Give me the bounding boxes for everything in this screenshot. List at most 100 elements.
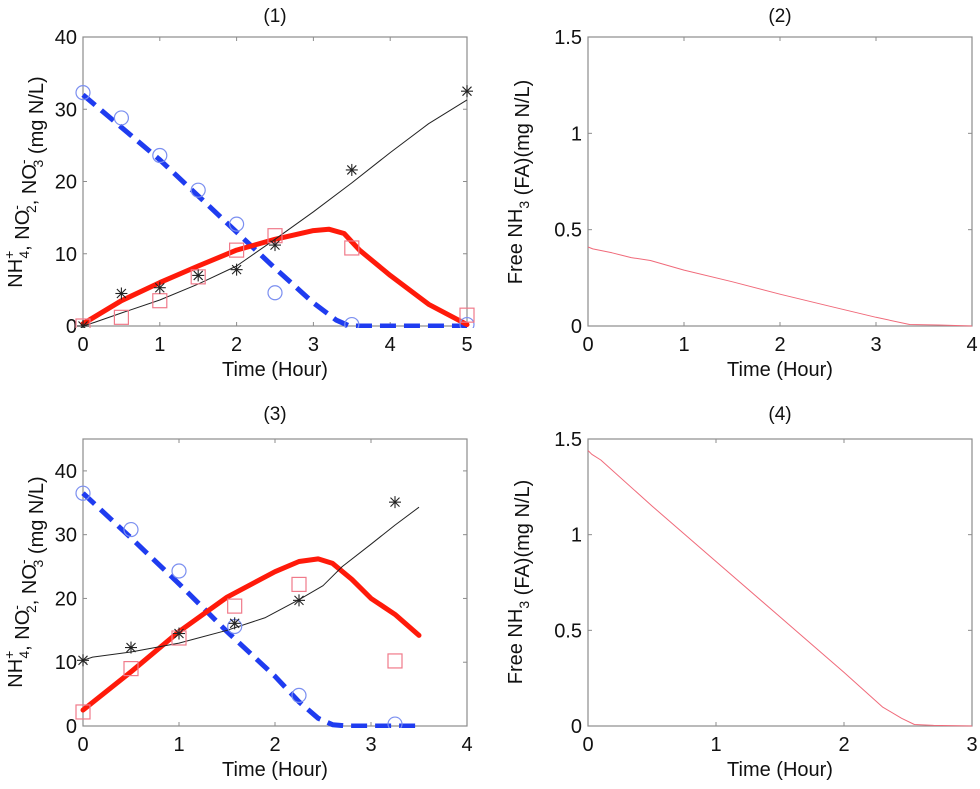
plot-frame [587, 36, 973, 327]
marker-square-no2 [229, 242, 245, 258]
marker-asterisk-no3 [345, 163, 358, 176]
x-tick-label: 0 [77, 334, 88, 356]
x-tick-label: 1 [173, 734, 184, 756]
asterisk-stroke [80, 321, 88, 328]
y-tick-label: 40 [55, 27, 77, 49]
x-axis-label: Time (Hour) [727, 359, 833, 381]
y-label-subscript: 3 [30, 159, 46, 167]
y-tick-label: 10 [55, 652, 77, 674]
series-line-free-ammonia [587, 246, 973, 327]
plot-area [75, 485, 422, 728]
y-tick-label: 30 [55, 525, 77, 547]
marker-asterisk-no3 [230, 263, 243, 276]
marker-asterisk-no3 [77, 654, 89, 667]
x-tick-label: 4 [966, 334, 977, 356]
panel-title: (3) [263, 404, 286, 425]
y-label-text: Free NH [505, 609, 527, 685]
y-label-subscript: 3 [516, 601, 532, 609]
asterisk-stroke [229, 618, 240, 629]
marker-asterisk-no3 [389, 496, 401, 509]
series-line-nh4-model [81, 92, 467, 328]
y-tick-label: 1 [571, 525, 582, 547]
x-tick-label: 2 [838, 734, 849, 756]
marker-circle-nh4 [75, 485, 91, 501]
x-tick-label: 0 [77, 734, 88, 756]
y-tick-label: 0 [66, 716, 77, 738]
panel-title: (1) [263, 6, 286, 27]
series-line-nh4-model [81, 491, 419, 728]
marker-circle-nh4 [344, 316, 360, 328]
y-label-text: , NO [19, 164, 41, 205]
y-label-subscript: 3 [516, 201, 532, 209]
y-label-superscript: - [15, 159, 31, 164]
marker-circle-nh4 [229, 216, 245, 232]
marker-asterisk-no3 [228, 617, 241, 630]
y-tick-label: 0 [571, 316, 582, 338]
asterisk-stroke [154, 282, 165, 293]
series-line-no3-model [82, 506, 420, 661]
x-tick-label: 2 [269, 734, 280, 756]
x-tick-label: 2 [231, 334, 242, 356]
y-axis-label: Free NH3 (FA)(mg N/L) [505, 80, 534, 285]
y-label-text: (mg N/L) [26, 476, 48, 559]
asterisk-stroke [78, 655, 88, 666]
y-label-subscript: 4 [16, 251, 32, 259]
x-tick-label: 0 [582, 334, 593, 356]
asterisk-stroke [116, 288, 127, 299]
plot-area [75, 85, 475, 328]
marker-square-no2 [113, 309, 130, 325]
marker-circle-nh4 [123, 521, 139, 538]
plot-frame [82, 438, 468, 727]
plot-area [587, 246, 973, 327]
y-tick-label: 1.5 [554, 27, 582, 49]
y-tick-label: 0.5 [554, 620, 582, 642]
marker-circle-nh4 [190, 182, 206, 198]
plot-area [587, 450, 973, 727]
series-line-no2-model [80, 556, 422, 713]
y-label-text: , NO [19, 564, 41, 605]
asterisk-stroke [346, 165, 357, 175]
y-label-text: , NO [12, 610, 34, 651]
marker-asterisk-no3 [192, 269, 205, 282]
x-tick-label: 1 [710, 734, 721, 756]
asterisk-stroke [462, 86, 472, 97]
asterisk-stroke [126, 642, 136, 653]
marker-asterisk-no3 [269, 239, 281, 252]
x-axis-label: Time (Hour) [222, 759, 328, 781]
y-tick-label: 40 [55, 461, 77, 483]
x-tick-label: 3 [870, 334, 881, 356]
x-axis-label: Time (Hour) [222, 359, 328, 381]
y-label-superscript: - [15, 559, 31, 564]
y-tick-label: 0 [571, 716, 582, 738]
y-label-text: NH [5, 659, 27, 688]
x-tick-label: 4 [385, 334, 396, 356]
y-label-text: Free NH [505, 209, 527, 285]
series-line-free-ammonia [587, 450, 973, 727]
marker-asterisk-no3 [173, 627, 185, 640]
asterisk-stroke [193, 270, 204, 281]
marker-circle-nh4 [387, 716, 403, 728]
marker-square-no2 [123, 660, 139, 677]
marker-asterisk-no3 [77, 320, 89, 328]
series-line-no3-model [82, 99, 468, 327]
x-tick-label: 1 [678, 334, 689, 356]
y-label-superscript: - [8, 605, 24, 610]
panel-title: (4) [768, 404, 791, 425]
asterisk-stroke [174, 628, 184, 639]
marker-asterisk-no3 [153, 281, 166, 294]
marker-asterisk-no3 [115, 287, 128, 300]
asterisk-stroke [231, 264, 242, 275]
x-axis-label: Time (Hour) [727, 759, 833, 781]
x-tick-label: 1 [154, 334, 165, 356]
y-label-subscript: 2 [23, 605, 39, 613]
y-axis-label: Free NH3 (FA)(mg N/L) [505, 480, 534, 685]
asterisk-stroke [294, 595, 304, 606]
marker-circle-nh4 [152, 147, 168, 164]
y-label-subscript: 4 [16, 651, 32, 659]
marker-square-no2 [387, 653, 403, 669]
panel-title: (2) [768, 6, 791, 27]
y-label-superscript: + [1, 251, 17, 259]
x-tick-label: 0 [582, 734, 593, 756]
